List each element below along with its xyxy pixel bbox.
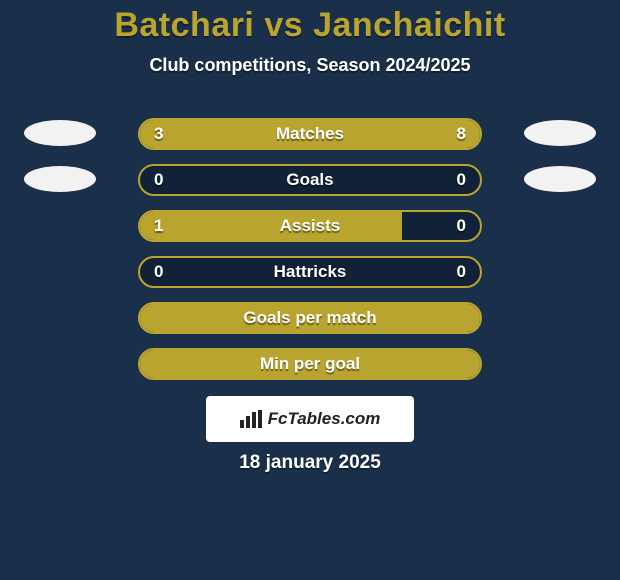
bar-value-left: 0 — [154, 258, 163, 286]
bar-track: Matches38 — [138, 118, 482, 150]
bar-value-right: 0 — [457, 166, 466, 194]
bar-track: Min per goal — [138, 348, 482, 380]
player-avatar-placeholder — [24, 120, 96, 146]
bar-fill — [140, 304, 480, 334]
date-text: 18 january 2025 — [0, 452, 620, 474]
bar-fill-right — [233, 120, 480, 150]
bar-chart-icon — [240, 410, 262, 428]
bar-fill-left — [140, 212, 402, 242]
stat-row: Goals per match — [0, 302, 620, 334]
bar-track: Assists10 — [138, 210, 482, 242]
bar-label: Hattricks — [140, 258, 480, 286]
page-subtitle: Club competitions, Season 2024/2025 — [0, 55, 620, 76]
credit-text: FcTables.com — [268, 409, 381, 429]
player-avatar-placeholder — [524, 120, 596, 146]
player-avatar-placeholder — [24, 166, 96, 192]
bar-value-right: 0 — [457, 212, 466, 240]
bar-label: Goals — [140, 166, 480, 194]
bar-fill — [140, 350, 480, 380]
bar-value-left: 0 — [154, 166, 163, 194]
bar-value-right: 0 — [457, 258, 466, 286]
bar-track: Goals0 0 — [138, 164, 482, 196]
bar-track: Goals per match — [138, 302, 482, 334]
player-avatar-placeholder — [524, 166, 596, 192]
stat-row: Hattricks0 0 — [0, 256, 620, 288]
stat-row: Assists10 — [0, 210, 620, 242]
page-title: Batchari vs Janchaichit — [0, 0, 620, 45]
comparison-infographic: Batchari vs Janchaichit Club competition… — [0, 0, 620, 580]
bar-fill-left — [140, 120, 233, 150]
stats-chart: Matches38Goals00Assists10Hattricks00Goal… — [0, 118, 620, 394]
stat-row: Matches38 — [0, 118, 620, 150]
stat-row: Min per goal — [0, 348, 620, 380]
stat-row: Goals0 0 — [0, 164, 620, 196]
credit-badge: FcTables.com — [206, 396, 414, 442]
bar-track: Hattricks0 0 — [138, 256, 482, 288]
